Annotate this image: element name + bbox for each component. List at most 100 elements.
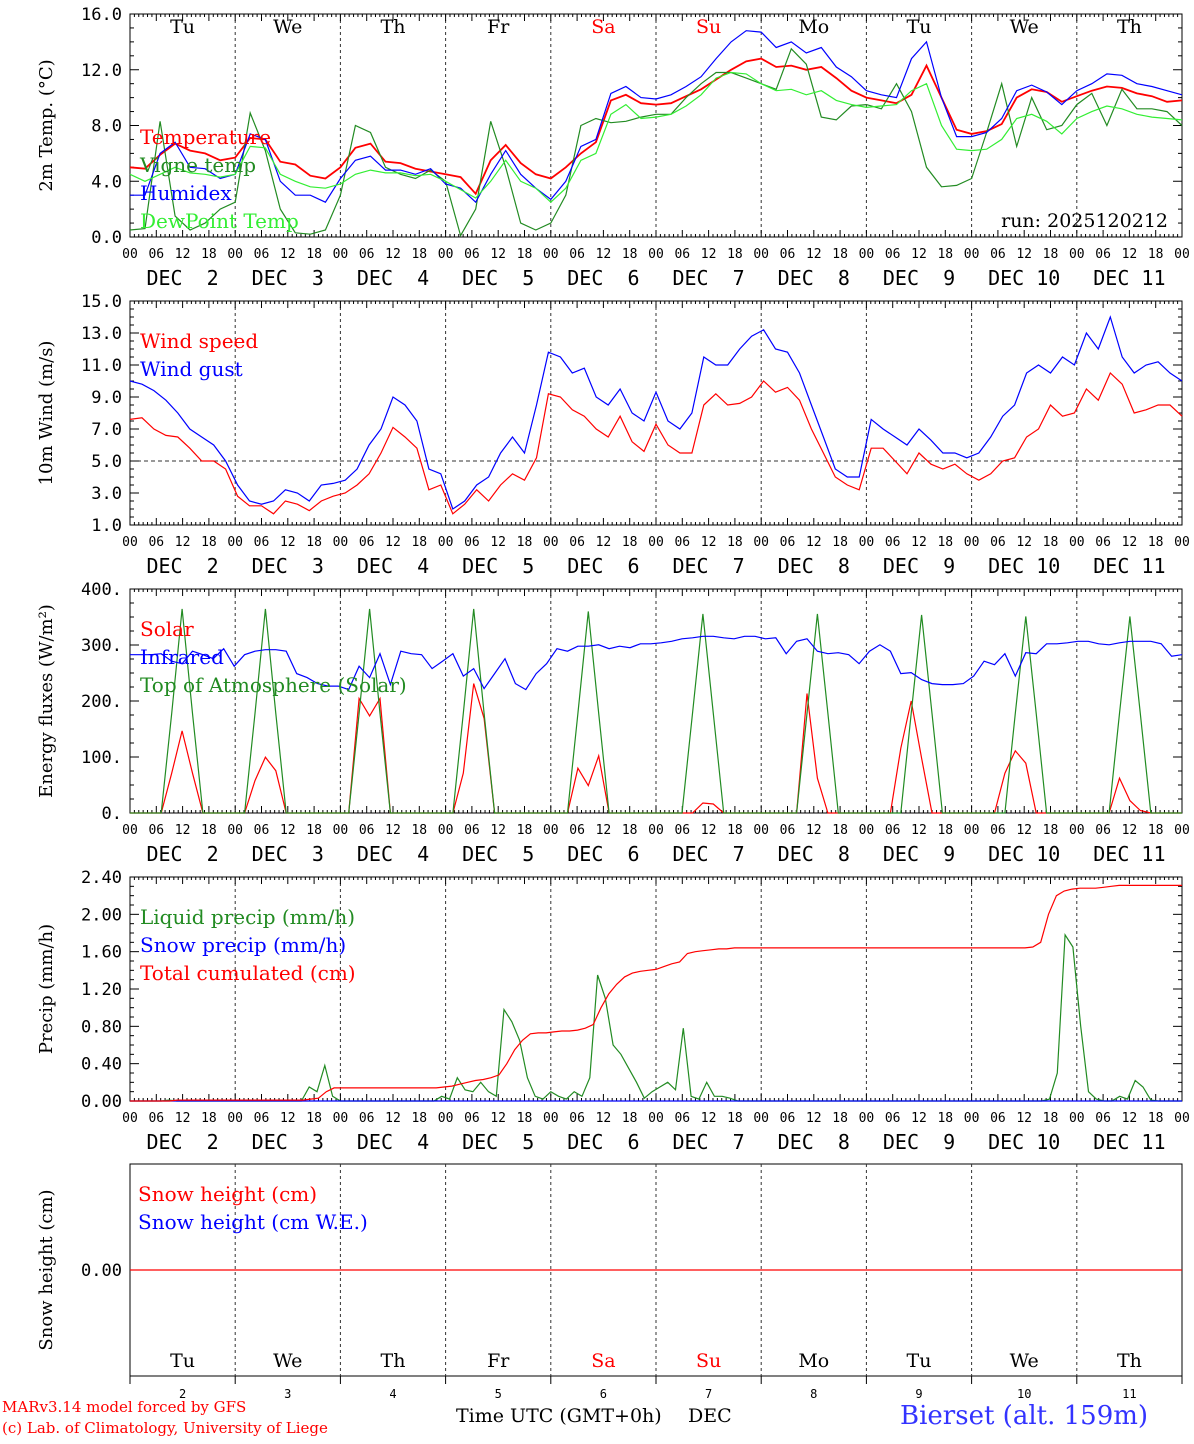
hour-tick-label: 12 [911,823,927,838]
date-label: DEC 3 [252,842,324,866]
x-axis-title: Time UTC (GMT+0h) [456,1405,662,1427]
hour-tick-label: 18 [1148,535,1164,550]
hour-tick-label: 12 [385,247,401,262]
hour-tick-label: 18 [517,823,533,838]
hour-tick-label: 06 [990,247,1006,262]
hour-tick-label: 12 [1122,247,1138,262]
hour-tick-label: 18 [411,247,427,262]
weekday-label: Sa [591,16,615,38]
hour-tick-label: 06 [148,535,164,550]
date-label: DEC 2 [146,266,218,290]
hour-tick-label: 00 [333,247,349,262]
hour-tick-label: 12 [490,823,506,838]
hour-tick-label: 12 [596,1111,612,1126]
series-wind-gust [129,315,1183,510]
date-label: DEC 9 [883,266,955,290]
legend-entry: Wind speed [140,329,258,353]
hour-tick-label: 18 [832,1111,848,1126]
hour-tick-label: 06 [885,823,901,838]
y-tick-label: 0.00 [81,1092,122,1112]
hour-tick-label: 06 [674,247,690,262]
hour-tick-label: 06 [1095,535,1111,550]
date-label: DEC 5 [462,266,534,290]
hour-tick-label: 18 [937,823,953,838]
date-label: DEC 10 [988,1130,1060,1154]
hour-tick-label: 18 [1043,823,1059,838]
y-tick-label: 0.80 [81,1017,122,1037]
date-label: DEC 4 [357,842,429,866]
hour-tick-label: 06 [254,1111,270,1126]
y-tick-label: 1.60 [81,943,122,963]
legend-entry: Temperature [140,125,271,149]
y-tick-label: 1.20 [81,980,122,1000]
hour-tick-label: 06 [780,535,796,550]
hour-tick-label: 18 [937,535,953,550]
weekday-label: Mo [798,1350,829,1372]
hour-tick-label: 12 [596,535,612,550]
hour-tick-label: 00 [1069,823,1085,838]
hour-tick-label: 12 [385,1111,401,1126]
y-tick-label: 7.0 [91,420,122,440]
hour-tick-label: 06 [464,1111,480,1126]
hour-tick-label: 06 [780,823,796,838]
station-name: Bierset (alt. 159m) [900,1401,1149,1431]
weekday-label: Tu [907,16,932,38]
hour-tick-label: 00 [648,247,664,262]
hour-tick-label: 06 [674,823,690,838]
series-humidex [130,30,1183,204]
hour-tick-label: 00 [227,1111,243,1126]
hour-tick-label: 18 [411,535,427,550]
hour-tick-label: 06 [254,247,270,262]
hour-tick-label: 06 [254,535,270,550]
hour-tick-label: 06 [674,1111,690,1126]
hour-tick-label: 00 [543,1111,559,1126]
hour-tick-label: 00 [648,823,664,838]
hour-tick-label: 00 [438,535,454,550]
hour-tick-label: 00 [859,1111,875,1126]
weekday-label: Mo [798,16,829,38]
date-label: DEC 5 [462,842,534,866]
hour-tick-label: 18 [727,823,743,838]
hour-tick-label: 12 [175,823,191,838]
hour-tick-label: 18 [411,823,427,838]
day-number-label: 8 [810,1387,817,1401]
hour-tick-label: 18 [622,823,638,838]
hour-tick-label: 12 [596,247,612,262]
date-label: DEC 9 [883,842,955,866]
hour-tick-label: 00 [227,823,243,838]
hour-tick-label: 12 [175,247,191,262]
hour-tick-label: 06 [359,535,375,550]
hour-tick-label: 12 [911,535,927,550]
hour-tick-label: 12 [1122,535,1138,550]
y-axis-label: Precip (mm/h) [36,924,57,1054]
y-tick-label: 0.40 [81,1055,122,1075]
hour-tick-label: 12 [490,1111,506,1126]
hour-tick-label: 06 [990,1111,1006,1126]
hour-tick-label: 12 [385,535,401,550]
y-tick-label: 100. [81,748,122,768]
date-label: DEC 10 [988,554,1060,578]
hour-tick-label: 18 [306,247,322,262]
hour-tick-label: 12 [280,247,296,262]
hour-tick-label: 00 [859,823,875,838]
hour-tick-label: 12 [1016,247,1032,262]
hour-tick-label: 12 [1016,1111,1032,1126]
series-total-cumulated-cm- [130,884,1182,1102]
credit-line-2: (c) Lab. of Climatology, University of L… [2,1419,328,1437]
hour-tick-label: 06 [148,1111,164,1126]
date-label: DEC 10 [988,266,1060,290]
hour-tick-label: 18 [201,247,217,262]
day-number-label: 10 [1017,1387,1031,1401]
hour-tick-label: 18 [517,535,533,550]
hour-tick-label: 00 [1174,823,1190,838]
hour-tick-label: 00 [438,823,454,838]
weekday-label: We [273,16,302,38]
y-tick-label: 0. [102,804,122,824]
legend-entry: Vigne temp [139,153,256,177]
y-tick-label: 300. [81,636,122,656]
hour-tick-label: 12 [1016,535,1032,550]
legend-entry: Humidex [140,181,232,205]
hour-tick-label: 18 [411,1111,427,1126]
